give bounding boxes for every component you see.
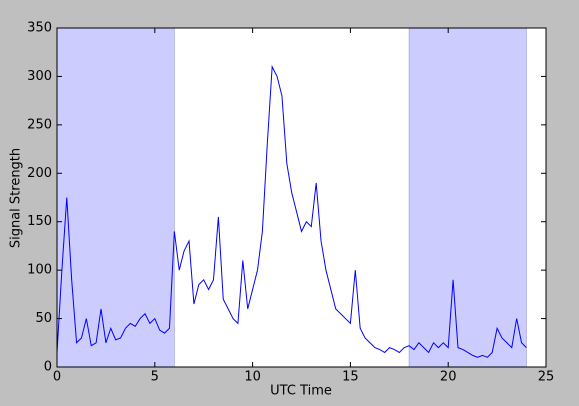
y-axis-label: Signal Strength — [9, 148, 24, 248]
x-tick-label: 15 — [342, 370, 359, 385]
axes-frame — [56, 27, 547, 368]
y-tick-label: 0 — [44, 360, 52, 375]
y-tick-label: 100 — [27, 263, 52, 278]
y-tick-label: 50 — [35, 311, 52, 326]
shaded-region — [408, 27, 527, 368]
y-tick-label: 300 — [27, 69, 52, 84]
y-tick-label: 150 — [27, 214, 52, 229]
data-line — [56, 64, 527, 358]
x-tick-label: 5 — [151, 370, 159, 385]
x-tick-label: 25 — [538, 370, 555, 385]
shaded-region — [56, 27, 175, 368]
y-tick-label: 200 — [27, 166, 52, 181]
y-tick-label: 350 — [27, 21, 52, 36]
x-tick-label: 20 — [440, 370, 457, 385]
y-tick-label: 250 — [27, 117, 52, 132]
x-axis-label: UTC Time — [270, 384, 332, 399]
x-tick-label: 0 — [53, 370, 61, 385]
plot-layer — [56, 27, 527, 368]
x-tick-label: 10 — [244, 370, 261, 385]
